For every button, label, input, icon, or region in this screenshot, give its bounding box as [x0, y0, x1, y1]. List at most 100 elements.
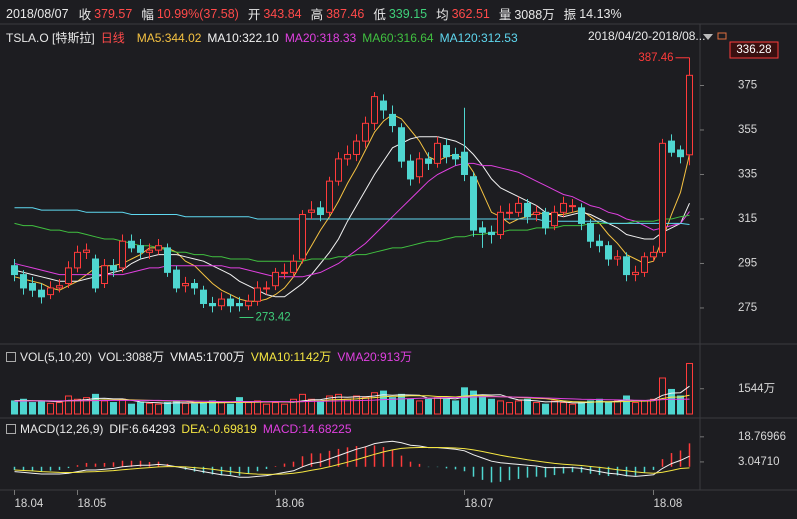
legend-entry: MA10:322.10 — [207, 30, 279, 45]
field-label: 开 — [247, 8, 261, 22]
candle-body — [326, 180, 333, 213]
candle-body — [659, 142, 666, 253]
candle-body — [443, 145, 450, 158]
x-tick-label: 18.07 — [465, 498, 494, 510]
volume-bar — [488, 398, 495, 415]
symbol: TSLA.O [特斯拉] — [6, 31, 95, 45]
header-row: 2018/08/07 收 379.57 幅 10.99%(37.58) 开 343.84 高… — [6, 4, 631, 23]
volume-bar — [200, 402, 207, 415]
candle-body — [128, 240, 135, 249]
volume-bar — [65, 395, 72, 415]
volume-bar — [533, 402, 540, 415]
candle-body — [479, 227, 486, 233]
candle-body — [290, 260, 297, 273]
volume-bar — [623, 395, 630, 415]
volume-bar — [542, 403, 549, 415]
volume-bar — [155, 403, 162, 415]
toggle-icon[interactable] — [6, 424, 16, 434]
candle-body — [317, 207, 324, 216]
candle-body — [380, 100, 387, 111]
candle-body — [299, 214, 306, 260]
candle-body — [551, 211, 558, 227]
candle-body — [461, 151, 468, 175]
candle-body — [101, 265, 108, 284]
candle-body — [29, 282, 36, 291]
volume-bar — [254, 400, 261, 415]
field-label: 均 — [436, 8, 449, 22]
volume-bar — [272, 402, 279, 415]
volume-bar — [236, 397, 243, 415]
indicator-line — [14, 113, 690, 302]
volume-bar — [83, 397, 90, 415]
candle-body — [155, 245, 162, 251]
candle-body — [389, 113, 396, 127]
candle-body — [569, 205, 576, 208]
y-tick-label: 1544万 — [738, 383, 775, 395]
volume-bar — [380, 390, 387, 415]
volume-bar — [677, 395, 684, 415]
volume-bar — [461, 387, 468, 415]
candle-body — [56, 285, 63, 289]
candle-body — [281, 271, 288, 274]
volume-bar — [92, 393, 99, 415]
legend-entry: MA20:318.33 — [284, 30, 357, 45]
candle-body — [353, 140, 360, 155]
candle-body — [452, 153, 459, 160]
field-label: 振 — [563, 8, 577, 22]
legend-entry: VMA5:1700万 — [170, 350, 245, 364]
legend-entry: MA60:316.64 — [362, 30, 434, 45]
field-value: 387.46 — [326, 6, 365, 21]
field-label: 幅 — [141, 8, 154, 22]
volume-bar — [569, 403, 576, 415]
field-value: 14.13% — [579, 6, 622, 21]
volume-bar — [362, 397, 369, 415]
volume-bar — [263, 403, 270, 415]
candle-body — [632, 271, 639, 276]
candle-body — [83, 249, 90, 253]
volume-bar — [128, 403, 135, 415]
field-label: 高 — [310, 8, 324, 22]
volume-bar — [497, 400, 504, 415]
volume-bar — [578, 402, 585, 415]
volume-bar — [290, 398, 297, 415]
volume-bar — [659, 377, 666, 415]
volume-bar — [164, 402, 171, 415]
y-tick-label: 3.04710 — [738, 456, 780, 468]
candle-body — [596, 240, 603, 247]
candle-body — [407, 160, 414, 180]
candle-body — [344, 153, 351, 160]
volume-bar — [29, 402, 36, 415]
candle-body — [362, 122, 369, 142]
legend-entry: MA120:312.53 — [439, 30, 518, 45]
candle-body — [416, 158, 423, 178]
volume-bar — [650, 398, 657, 415]
volume-bar — [191, 403, 198, 415]
y-tick-label: 315 — [738, 213, 757, 225]
toggle-icon[interactable] — [6, 351, 16, 362]
candle-body — [308, 209, 315, 213]
volume-legend: VOL(5,10,20) VOL:3088万 VMA5:1700万 VMA10:1… — [6, 348, 418, 365]
candle-body — [200, 289, 207, 305]
volume-bar — [452, 400, 459, 415]
legend-entry: MACD:14.68225 — [262, 422, 352, 436]
candle-body — [623, 256, 630, 276]
y-tick-label: 275 — [738, 302, 757, 314]
volume-bar — [371, 392, 378, 415]
lock-icon[interactable] — [717, 32, 727, 40]
candle-body — [371, 96, 378, 124]
field-value: 343.84 — [263, 6, 302, 21]
legend-entry: MA5:344.02 — [136, 30, 202, 45]
indicator-line — [14, 136, 690, 298]
date-range: 2018/04/20-2018/08... — [588, 29, 706, 43]
price-legend: TSLA.O [特斯拉] 日线 MA5:344.02 MA10:322.10 MA2… — [6, 29, 524, 46]
candle-body — [92, 258, 99, 289]
candle-body — [497, 211, 504, 236]
field-value: 362.51 — [451, 6, 490, 21]
dropdown-icon[interactable] — [703, 34, 713, 40]
volume-bar — [101, 400, 108, 415]
volume-value: VOL:3088万 — [98, 350, 165, 364]
x-tick-label: 18.06 — [276, 498, 305, 510]
y-tick-label: 375 — [738, 80, 757, 92]
